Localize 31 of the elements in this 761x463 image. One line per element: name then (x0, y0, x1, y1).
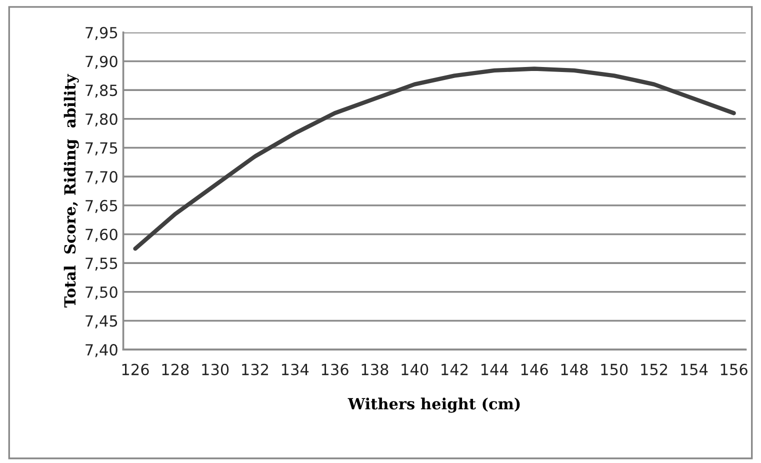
y-tick-label: 7,65 (86, 200, 118, 213)
y-tick-label: 7,80 (86, 113, 118, 126)
x-axis-title: Withers height (cm) (348, 398, 520, 413)
x-tick-label: 148 (561, 364, 588, 376)
x-tick-label: 140 (402, 364, 428, 376)
x-tick-label: 128 (162, 364, 189, 376)
x-tick-label: 142 (442, 364, 468, 376)
x-tick-label: 156 (720, 364, 748, 376)
x-tick-label: 130 (202, 364, 229, 376)
y-tick-label: 7,40 (86, 344, 118, 358)
y-tick-label: 7,50 (86, 286, 118, 300)
y-tick-label: 7,90 (86, 56, 118, 69)
x-tick-label: 152 (641, 364, 668, 376)
y-tick-label: 7,70 (86, 171, 118, 184)
x-tick-label: 138 (362, 364, 388, 376)
y-tick-label: 7,55 (86, 258, 118, 271)
x-tick-label: 146 (521, 364, 548, 376)
x-tick-label: 136 (322, 364, 348, 376)
y-tick-label: 7,60 (86, 228, 118, 242)
y-tick-label: 7,75 (86, 142, 118, 156)
y-tick-label: 7,85 (86, 84, 118, 98)
line-series (133, 66, 736, 251)
y-axis-title: Total Score, Riding ability (64, 74, 79, 308)
y-tick-label: 7,45 (86, 315, 118, 328)
x-tick-label: 144 (481, 364, 508, 376)
x-tick-label: 154 (681, 364, 708, 376)
x-tick-label: 132 (242, 364, 268, 376)
x-tick-label: 134 (282, 364, 309, 376)
y-tick-label: 7,95 (86, 26, 118, 40)
x-tick-label: 150 (601, 364, 628, 376)
x-tick-label: 126 (122, 364, 149, 376)
